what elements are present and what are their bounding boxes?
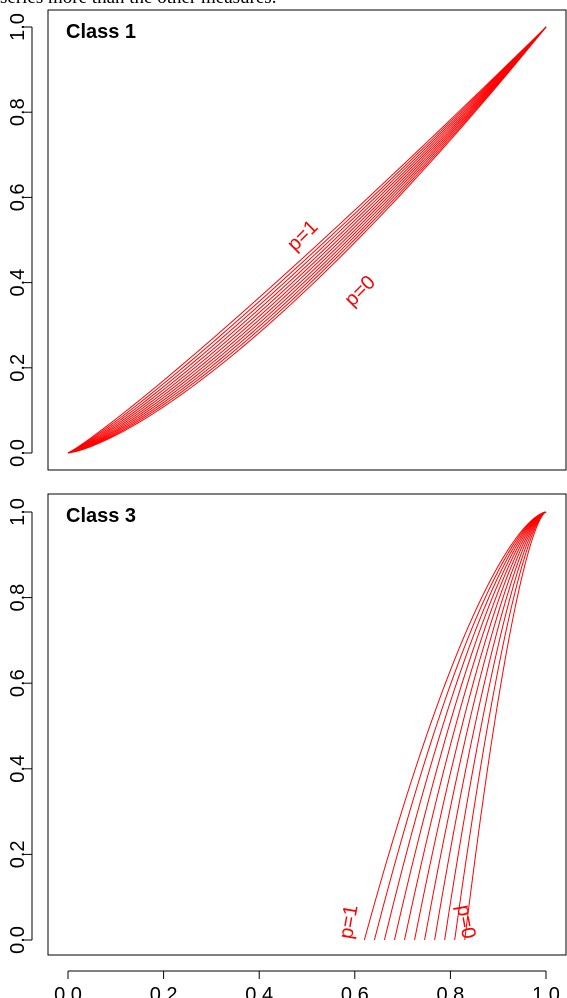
series-line-p-1 bbox=[67, 26, 547, 454]
annotation-p-0: p=0 bbox=[340, 271, 380, 311]
y-tick-label: 0.6 bbox=[7, 669, 29, 697]
series-line-p-0 bbox=[363, 511, 547, 941]
series-line-p-0.1 bbox=[67, 26, 547, 454]
panel-title: Class 3 bbox=[66, 505, 136, 527]
series-line-p-0.2 bbox=[383, 511, 547, 941]
y-tick-label: 0.6 bbox=[7, 183, 29, 211]
series-line-p-0.7 bbox=[434, 511, 547, 941]
series-line-p-0.4 bbox=[404, 511, 547, 941]
y-tick-label: 0.4 bbox=[7, 269, 29, 297]
y-tick-label: 0.2 bbox=[7, 354, 29, 382]
series-line-p-0.8 bbox=[444, 511, 547, 941]
series-line-p-0 bbox=[67, 26, 547, 454]
y-tick-label: 0.4 bbox=[7, 755, 29, 783]
x-tick-label: 0.6 bbox=[341, 984, 369, 998]
annotation-p-1: p=1 bbox=[335, 903, 363, 940]
series-line-p-0.5 bbox=[67, 26, 547, 454]
y-tick-label: 1.0 bbox=[7, 13, 29, 41]
series-line-p-0.8 bbox=[67, 26, 547, 454]
plot-frame bbox=[47, 493, 567, 956]
series-line-p-0.9 bbox=[67, 26, 547, 454]
annotation-p-0: p=0 bbox=[452, 903, 480, 940]
y-tick-label: 0.0 bbox=[7, 439, 29, 467]
x-tick-label: 0.0 bbox=[54, 984, 82, 998]
y-tick-label: 0.8 bbox=[7, 98, 29, 126]
y-tick-label: 0.2 bbox=[7, 840, 29, 868]
panel-title: Class 1 bbox=[66, 21, 136, 43]
y-tick-label: 1.0 bbox=[7, 498, 29, 526]
y-tick-label: 0.8 bbox=[7, 584, 29, 612]
series-line-p-0.4 bbox=[67, 26, 547, 454]
series-line-p-0.2 bbox=[67, 26, 547, 454]
x-tick-label: 0.8 bbox=[436, 984, 464, 998]
x-tick-label: 0.2 bbox=[150, 984, 178, 998]
series-line-p-0.7 bbox=[67, 26, 547, 454]
y-tick-label: 0.0 bbox=[7, 926, 29, 954]
x-tick-label: 1.0 bbox=[532, 984, 560, 998]
panel-class-1: 0.00.20.40.60.81.0 Class 1p=1p=0 bbox=[7, 9, 567, 471]
series-line-p-0.6 bbox=[424, 511, 547, 941]
series-line-p-0.3 bbox=[67, 26, 547, 454]
series-line-p-0.3 bbox=[393, 511, 547, 941]
x-tick-label: 0.4 bbox=[245, 984, 273, 998]
series-line-p-0.5 bbox=[414, 511, 547, 941]
series-line-p-0.1 bbox=[373, 511, 547, 941]
series-line-p-0.9 bbox=[454, 511, 547, 941]
caption-fragment: series more than the other measures. bbox=[0, 0, 276, 9]
series-line-p-1 bbox=[464, 511, 547, 941]
panel-class-3: 0.0 0.2 0.4 0.6 0.8 1.0 0.0 0.2 0.4 0.6 0.8 1.0 Clas… bbox=[7, 493, 567, 998]
plot-frame bbox=[47, 9, 567, 471]
series-line-p-0.6 bbox=[67, 26, 547, 454]
